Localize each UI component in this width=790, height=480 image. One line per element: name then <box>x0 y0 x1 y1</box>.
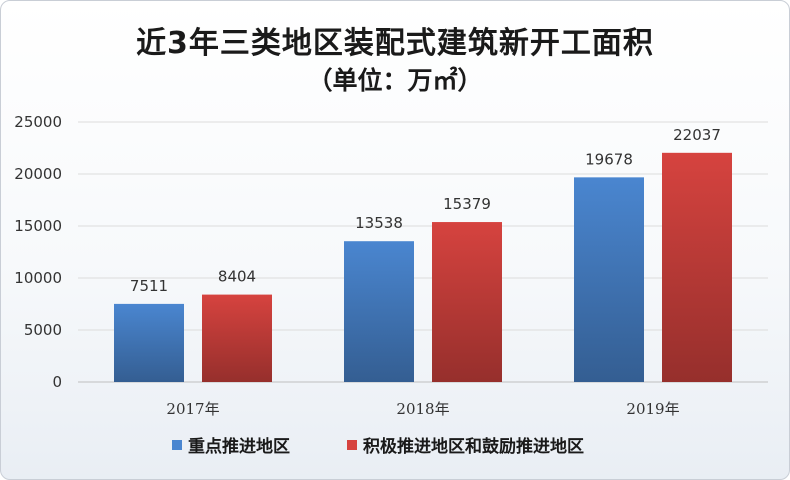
y-axis-tick-labels: 0 5000 10000 15000 20000 25000 <box>14 113 62 391</box>
data-label-series-1: 7511 <box>130 277 168 295</box>
legend-label-series-2: 积极推进地区和鼓励推进地区 <box>363 436 584 457</box>
y-tick-label: 20000 <box>14 165 62 183</box>
chart-title: 近3年三类地区装配式建筑新开工面积 <box>136 26 654 61</box>
data-label-series-1: 13538 <box>355 214 403 232</box>
data-labels: 7511 8404 13538 15379 19678 22037 <box>130 126 721 295</box>
data-label-series-1: 19678 <box>585 150 633 168</box>
bar-series-2 <box>202 294 272 382</box>
y-tick-label: 10000 <box>14 269 62 287</box>
y-tick-label: 0 <box>52 373 62 391</box>
legend-swatch-series-2 <box>347 440 357 450</box>
chart-subtitle: （单位：万㎡） <box>307 66 482 95</box>
x-category-label: 2017年 <box>166 400 219 418</box>
bar-series-1 <box>114 303 184 382</box>
legend: 重点推进地区 积极推进地区和鼓励推进地区 <box>172 436 584 457</box>
y-tick-label: 5000 <box>24 321 62 339</box>
bars <box>114 152 732 382</box>
y-tick-label: 25000 <box>14 113 62 131</box>
data-label-series-2: 8404 <box>218 268 256 286</box>
data-label-series-2: 15379 <box>443 195 491 213</box>
legend-item-series-1: 重点推进地区 <box>172 436 290 457</box>
legend-swatch-series-1 <box>172 440 182 450</box>
bar-series-1 <box>574 177 644 382</box>
bar-series-1 <box>344 241 414 382</box>
legend-item-series-2: 积极推进地区和鼓励推进地区 <box>347 436 584 457</box>
bar-series-2 <box>662 152 732 382</box>
legend-label-series-1: 重点推进地区 <box>188 436 290 457</box>
x-category-label: 2018年 <box>396 400 449 418</box>
x-axis-category-labels: 2017年 2018年 2019年 <box>166 400 679 418</box>
gridlines <box>78 121 768 383</box>
x-category-label: 2019年 <box>626 400 679 418</box>
y-tick-label: 15000 <box>14 217 62 235</box>
data-label-series-2: 22037 <box>673 126 721 144</box>
bar-series-2 <box>432 222 502 382</box>
